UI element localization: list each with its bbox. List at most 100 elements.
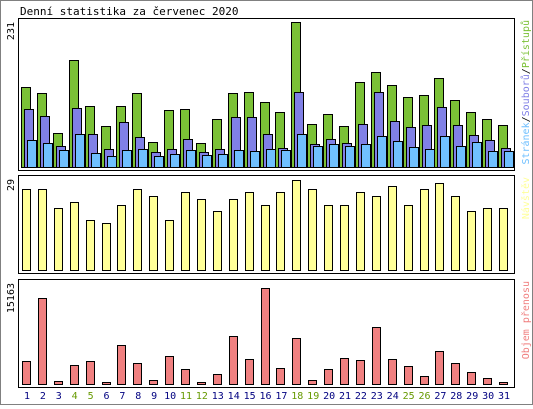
bar-prenos-day-28 [451,363,460,385]
bar-navstev-day-12 [197,199,206,271]
bar-stranek-day-14 [234,150,244,168]
bar-stranek-day-31 [504,151,514,168]
x-tick-label-28: 28 [450,391,462,402]
legend-separator: / [521,116,532,122]
bar-stranek-day-4 [75,134,85,168]
bar-stranek-day-1 [27,140,37,168]
bar-stranek-day-19 [313,146,323,168]
x-tick-label-3: 3 [56,391,62,402]
bar-prenos-day-24 [388,359,397,385]
x-tick-label-22: 22 [355,391,367,402]
x-tick-label-27: 27 [434,391,446,402]
x-tick-label-14: 14 [228,391,240,402]
bar-stranek-day-5 [91,153,101,168]
bar-stranek-day-22 [361,144,371,168]
bar-navstev-day-13 [213,211,222,271]
bar-navstev-day-30 [483,208,492,271]
bar-stranek-day-23 [377,136,387,168]
x-tick-label-26: 26 [418,391,430,402]
bar-navstev-day-23 [372,196,381,271]
bar-navstev-day-7 [117,205,126,271]
x-tick-label-29: 29 [466,391,478,402]
bar-navstev-day-14 [229,199,238,271]
bar-prenos-day-27 [435,351,444,385]
bar-prenos-day-22 [356,360,365,385]
bar-prenos-day-5 [86,361,95,385]
bar-prenos-day-25 [404,366,413,385]
bar-prenos-day-19 [308,380,317,385]
bar-prenos-day-2 [38,298,47,385]
bar-stranek-day-6 [107,156,117,168]
panel-max-label-transfer: 15163 [6,283,17,313]
bar-navstev-day-27 [435,183,444,271]
bar-prenos-day-1 [22,361,31,385]
bar-prenos-day-31 [499,382,508,385]
bar-navstev-day-20 [324,205,333,271]
bar-navstev-day-29 [467,211,476,271]
x-tick-label-13: 13 [212,391,224,402]
x-tick-label-15: 15 [244,391,256,402]
bar-navstev-day-10 [165,220,174,271]
bar-navstev-day-24 [388,186,397,271]
x-tick-label-18: 18 [291,391,303,402]
bar-prenos-day-9 [149,380,158,385]
bar-navstev-day-17 [276,192,285,271]
bar-navstev-day-26 [420,189,429,271]
bar-stranek-day-25 [409,147,419,168]
x-tick-label-16: 16 [259,391,271,402]
bar-prenos-day-21 [340,358,349,385]
bar-prenos-day-3 [54,381,63,385]
legend-item-pristupu: Přístupů [520,20,532,68]
panel-legend-transfer: Objem přenosu [520,281,532,359]
legend-separator: / [521,68,532,74]
x-tick-label-24: 24 [387,391,399,402]
bar-stranek-day-27 [440,136,450,168]
bar-navstev-day-6 [102,223,111,271]
bar-navstev-day-15 [245,192,254,271]
x-tick-label-19: 19 [307,391,319,402]
bar-navstev-day-21 [340,205,349,271]
bar-stranek-day-29 [472,142,482,168]
bar-prenos-day-26 [420,376,429,385]
bar-prenos-day-17 [276,368,285,385]
bar-prenos-day-4 [70,365,79,385]
bar-stranek-day-21 [345,146,355,168]
x-tick-label-4: 4 [72,391,78,402]
chart-title: Denní statistika za červenec 2020 [20,5,239,18]
x-tick-label-25: 25 [403,391,415,402]
x-ticks: 1 2 3 4 5 6 7 8 9 10 11 12 13 14 15 16 17 18 19 20 21 22 23 24 2… [24,391,510,402]
bar-navstev-day-2 [38,189,47,271]
x-tick-label-9: 9 [151,391,157,402]
bar-stranek-day-15 [250,151,260,168]
bar-stranek-day-10 [170,154,180,168]
bar-navstev-day-8 [133,189,142,271]
x-tick-label-20: 20 [323,391,335,402]
bar-navstev-day-18 [292,180,301,271]
bar-stranek-day-24 [393,141,403,168]
bar-stranek-day-30 [488,151,498,168]
bar-navstev-day-4 [70,202,79,271]
bar-prenos-day-20 [324,369,333,385]
bar-stranek-day-3 [59,150,69,168]
bar-stranek-day-7 [122,150,132,168]
panel-max-label-hits: 231 [6,22,17,40]
max-labels: 231 29 15163 [6,22,17,313]
bar-prenos-day-10 [165,356,174,385]
bar-stranek-day-2 [43,143,53,168]
x-tick-label-31: 31 [498,391,510,402]
bar-navstev-day-25 [404,205,413,271]
bar-stranek-day-18 [297,134,307,168]
bar-prenos-day-14 [229,336,238,385]
bar-prenos-day-6 [102,382,111,385]
bar-stranek-day-13 [218,154,228,168]
bar-stranek-day-9 [154,156,164,168]
panel-max-label-visits: 29 [6,179,17,191]
x-tick-label-6: 6 [103,391,109,402]
bar-prenos-day-12 [197,382,206,385]
bar-navstev-day-9 [149,196,158,271]
x-tick-label-10: 10 [164,391,176,402]
bar-prenos-day-23 [372,327,381,385]
bar-stranek-day-20 [329,144,339,168]
